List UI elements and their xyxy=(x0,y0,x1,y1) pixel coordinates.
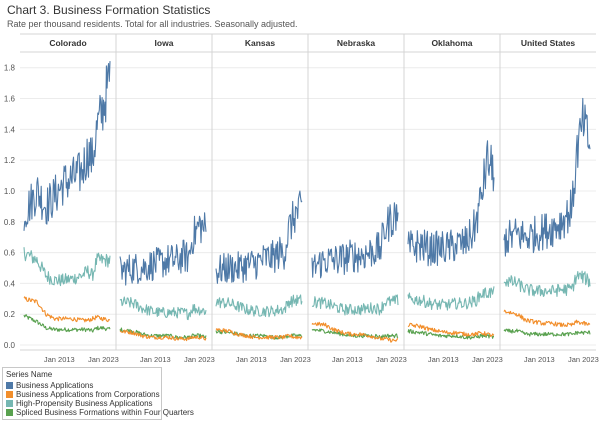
panel-header-iowa: Iowa xyxy=(155,38,174,48)
series-line-business-applications-from-corporations xyxy=(311,321,399,343)
legend-item-high-propensity: High-Propensity Business Applications xyxy=(6,398,153,408)
series-line-spliced-business-formations-within-four-quarters xyxy=(311,328,399,340)
series-line-high-propensity-business-applications xyxy=(311,294,399,316)
panel-header-kansas: Kansas xyxy=(245,38,276,48)
panel-header-nebraska: Nebraska xyxy=(337,38,376,48)
x-tick-label: Jan 2023 xyxy=(472,355,503,364)
series-line-spliced-business-formations-within-four-quarters xyxy=(503,328,591,337)
series-line-spliced-business-formations-within-four-quarters xyxy=(23,314,111,333)
y-tick-label: 1.0 xyxy=(4,187,16,196)
series-line-business-applications xyxy=(119,212,207,286)
series-line-business-applications xyxy=(503,97,591,257)
series-line-spliced-business-formations-within-four-quarters xyxy=(215,329,303,340)
legend-label: High-Propensity Business Applications xyxy=(16,398,153,408)
x-tick-label: Jan 2013 xyxy=(524,355,555,364)
chart-subtitle: Rate per thousand residents. Total for a… xyxy=(7,19,298,29)
series-line-business-applications-from-corporations xyxy=(407,322,495,337)
y-tick-label: 1.8 xyxy=(4,64,16,73)
x-tick-label: Jan 2023 xyxy=(88,355,119,364)
series-line-high-propensity-business-applications xyxy=(23,247,111,287)
x-tick-label: Jan 2023 xyxy=(184,355,215,364)
panel-header-united-states: United States xyxy=(521,38,576,48)
panel-header-oklahoma: Oklahoma xyxy=(431,38,472,48)
x-tick-label: Jan 2013 xyxy=(44,355,75,364)
x-tick-label: Jan 2023 xyxy=(376,355,407,364)
legend-swatch xyxy=(6,408,13,416)
series-line-spliced-business-formations-within-four-quarters xyxy=(407,328,494,340)
legend-item-spliced-formations: Spliced Business Formations within Four … xyxy=(6,407,194,417)
series-line-business-applications xyxy=(215,190,303,284)
legend-swatch xyxy=(6,390,13,398)
x-tick-label: Jan 2023 xyxy=(568,355,599,364)
y-tick-label: 0.6 xyxy=(4,249,16,258)
x-tick-label: Jan 2013 xyxy=(332,355,363,364)
legend: Series Name Business Applications Busine… xyxy=(2,367,194,420)
series-line-high-propensity-business-applications xyxy=(119,296,207,321)
y-tick-label: 0.8 xyxy=(4,218,16,227)
series-line-business-applications xyxy=(23,61,111,231)
series-line-high-propensity-business-applications xyxy=(407,286,495,311)
legend-label: Business Applications xyxy=(16,380,94,390)
series-line-business-applications-from-corporations xyxy=(503,309,591,328)
series-line-business-applications-from-corporations xyxy=(23,296,111,323)
series-line-business-applications-from-corporations xyxy=(215,328,303,340)
y-tick-label: 1.6 xyxy=(4,95,16,104)
series-line-business-applications xyxy=(407,140,495,267)
x-tick-label: Jan 2013 xyxy=(428,355,459,364)
legend-swatch xyxy=(6,399,13,407)
series-line-business-applications xyxy=(311,202,399,279)
x-tick-label: Jan 2013 xyxy=(140,355,171,364)
legend-label: Business Applications from Corporations xyxy=(16,389,160,399)
series-line-high-propensity-business-applications xyxy=(503,270,591,297)
x-tick-label: Jan 2023 xyxy=(280,355,311,364)
y-tick-label: 0.0 xyxy=(4,341,16,350)
series-line-business-applications-from-corporations xyxy=(119,329,207,342)
small-multiples-line-chart: 0.0 0.2 0.4 0.6 0.8 1.0 1.2 1.4 1.6 1.8 Colorado Ja… xyxy=(4,33,599,364)
y-tick-label: 0.2 xyxy=(4,310,16,319)
legend-item-corporations: Business Applications from Corporations xyxy=(6,389,160,399)
legend-label: Spliced Business Formations within Four … xyxy=(16,407,194,417)
y-tick-label: 0.4 xyxy=(4,279,16,288)
y-tick-label: 1.2 xyxy=(4,156,16,165)
chart-title: Chart 3. Business Formation Statistics xyxy=(7,3,211,17)
y-tick-label: 1.4 xyxy=(4,125,16,134)
legend-title: Series Name xyxy=(6,370,53,379)
legend-swatch xyxy=(6,381,13,389)
panel-header-colorado: Colorado xyxy=(49,38,86,48)
series-line-high-propensity-business-applications xyxy=(215,294,303,318)
legend-item-business-applications: Business Applications xyxy=(6,380,93,390)
x-tick-label: Jan 2013 xyxy=(236,355,267,364)
